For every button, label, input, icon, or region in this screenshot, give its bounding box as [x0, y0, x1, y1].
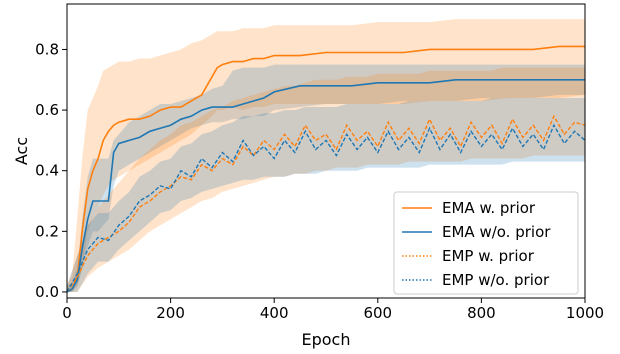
legend: EMA w. prior EMA w/o. prior EMP w. prior EM…	[393, 191, 579, 295]
x-tick-label: 800	[467, 304, 496, 322]
y-tick-label: 0.8	[35, 40, 59, 58]
y-axis-ticks: 0.0 0.2 0.4 0.6 0.8	[35, 40, 67, 301]
y-tick-label: 0.0	[35, 283, 59, 301]
series-lines	[66, 45, 586, 293]
x-tick-label: 400	[260, 304, 289, 322]
y-axis-label: Acc	[12, 137, 31, 165]
x-tick-label: 600	[363, 304, 392, 322]
x-tick-label: 200	[156, 304, 185, 322]
band-series-0	[67, 19, 585, 292]
legend-label-0: EMA w. prior	[442, 199, 536, 217]
x-axis-ticks: 0 200 400 600 800 1000	[62, 298, 604, 322]
plot-frame	[66, 3, 586, 299]
x-axis-label: Epoch	[302, 330, 351, 349]
y-tick-label: 0.2	[35, 222, 59, 240]
y-tick-label: 0.6	[35, 101, 59, 119]
y-tick-label: 0.4	[35, 162, 59, 180]
legend-label-1: EMA w/o. prior	[442, 223, 551, 241]
line-series-2	[66, 114, 586, 293]
line-series-3	[66, 123, 586, 293]
confidence-bands	[67, 19, 585, 292]
legend-label-3: EMP w/o. prior	[442, 271, 550, 289]
band-series-1	[67, 64, 585, 292]
line-series-1	[66, 78, 585, 293]
x-tick-label: 1000	[566, 304, 604, 322]
legend-box	[393, 191, 579, 295]
band-series-2	[67, 67, 585, 292]
legend-label-2: EMP w. prior	[442, 247, 535, 265]
x-tick-label: 0	[62, 304, 72, 322]
band-series-3	[67, 97, 585, 292]
line-series-0	[66, 45, 585, 293]
